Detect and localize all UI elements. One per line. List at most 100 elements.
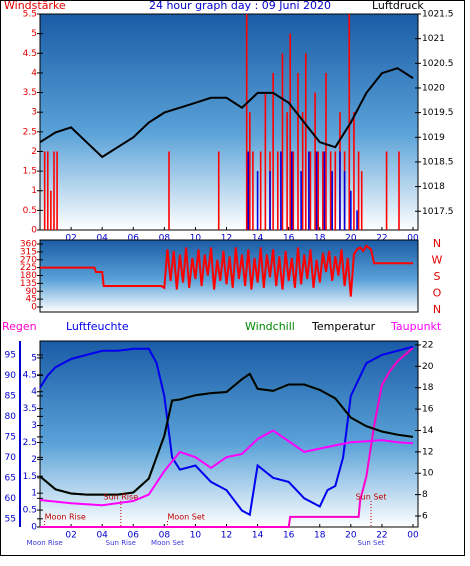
y-tick-label: 3 [31, 108, 37, 118]
y2-tick-label: 20 [422, 362, 434, 372]
y2-tick-label: 1019.5 [422, 108, 454, 118]
event-axis-label: Moon Rise [27, 539, 63, 547]
legend-entry: Temperatur [311, 320, 376, 333]
y-tick-label: 360 [20, 240, 37, 250]
y-tick-label: 3.5 [23, 88, 37, 98]
series-line [39, 345, 414, 517]
y3-tick-label: 3.5 [23, 404, 37, 414]
y-tick-label: 5 [31, 29, 37, 39]
event-axis-label: Sun Set [358, 539, 385, 547]
y-tick-label: 135 [20, 279, 37, 289]
y2-tick-label: 1017.5 [422, 207, 454, 217]
event-label: Sun Rise [103, 493, 138, 502]
wind-bar [323, 151, 326, 230]
wind-bar [325, 72, 327, 230]
x-tick-label: 04 [96, 531, 108, 541]
event-axis-label: Sun Rise [106, 539, 136, 547]
y2-tick-label: 10 [422, 469, 434, 479]
series-line [39, 429, 414, 507]
x-tick-label: 00 [407, 531, 419, 541]
x-tick-label: 14 [252, 531, 264, 541]
x-tick-label: 08 [159, 234, 171, 244]
y-tick-label: 55 [5, 514, 16, 524]
x-tick-label: 16 [283, 234, 295, 244]
y2-tick-label: 14 [422, 426, 434, 436]
y2-tick-label: 1019 [422, 133, 445, 143]
x-tick-label: 18 [314, 234, 326, 244]
y-tick-label: 2 [31, 147, 37, 157]
compass-label: O [433, 287, 442, 300]
wind-bar [385, 151, 388, 230]
y2-tick-label: 1018 [422, 182, 445, 192]
y-tick-label: 225 [20, 263, 37, 273]
wind-bar [292, 151, 295, 230]
wind-bar [334, 151, 337, 230]
y-tick-label: 1 [31, 186, 37, 196]
x-tick-label: 06 [128, 531, 140, 541]
compass-label: W [432, 254, 443, 267]
x-tick-label: 10 [190, 234, 202, 244]
wind-bar [56, 151, 58, 230]
wind-bar [322, 151, 324, 230]
x-tick-label: 22 [376, 234, 387, 244]
y3-tick-label: 1 [31, 489, 37, 499]
y-label: Windstärke [4, 0, 66, 12]
wind-bar [252, 151, 254, 230]
wind-bar [353, 112, 355, 230]
wind-bar [249, 112, 251, 230]
wind-bar [314, 92, 316, 230]
legend-entry: Regen [2, 320, 37, 333]
series-line [40, 244, 413, 297]
wind-bar [276, 151, 279, 230]
x-tick-label: 04 [96, 234, 108, 244]
y-tick-label: 315 [20, 247, 37, 257]
wind-bar [350, 190, 352, 230]
wind-bar [43, 151, 46, 230]
wind-bar [339, 151, 341, 230]
x-tick-label: 06 [128, 234, 140, 244]
y3-tick-label: 4.5 [23, 370, 37, 380]
legend-entry: Taupunkt [390, 320, 442, 333]
y2-tick-label: 1020 [422, 83, 445, 93]
x-tick-label: 00 [407, 234, 419, 244]
wind-bar [356, 210, 358, 230]
compass-label: N [433, 237, 441, 250]
wind-bar [259, 151, 262, 230]
x-tick-label: 16 [283, 531, 295, 541]
event-axis-label: Moon Set [151, 539, 184, 547]
x-tick-label: 18 [314, 531, 326, 541]
plot-area [39, 13, 419, 231]
wind-bar [315, 151, 318, 230]
y2-tick-label: 16 [422, 405, 434, 415]
y-tick-label: 85 [5, 391, 16, 401]
x-tick-label: 02 [65, 531, 76, 541]
wind-bar [256, 171, 259, 230]
wind-bar [245, 14, 248, 230]
y-tick-label: 0 [31, 303, 37, 313]
series-line [39, 67, 414, 159]
wind-bar [329, 151, 332, 230]
y-tick-label: 45 [26, 295, 37, 305]
y-tick-label: 80 [5, 412, 17, 422]
y-tick-label: 95 [5, 350, 16, 360]
y-tick-label: 1.5 [23, 167, 37, 177]
wind-bar [331, 171, 333, 230]
event-label: Moon Set [167, 513, 204, 522]
y-tick-label: 60 [5, 494, 17, 504]
y2-tick-label: 8 [422, 490, 428, 500]
y-tick-label: 0 [31, 226, 37, 236]
chart-title: 24 hour graph day : 09 Juni 2020 [149, 0, 331, 12]
legend-entry: Luftfeuchte [66, 320, 129, 333]
y3-tick-label: 3 [31, 421, 37, 431]
x-tick-label: 22 [376, 531, 387, 541]
wind-bar [301, 112, 304, 230]
wind-bar [280, 151, 282, 230]
y-tick-label: 0.5 [23, 206, 37, 216]
wind-bar [348, 14, 351, 230]
wind-bar [269, 171, 271, 230]
y2-label: Luftdruck [372, 0, 424, 12]
wind-bar [343, 171, 346, 230]
compass-label: S [434, 270, 441, 283]
y3-tick-label: 1.5 [23, 472, 37, 482]
